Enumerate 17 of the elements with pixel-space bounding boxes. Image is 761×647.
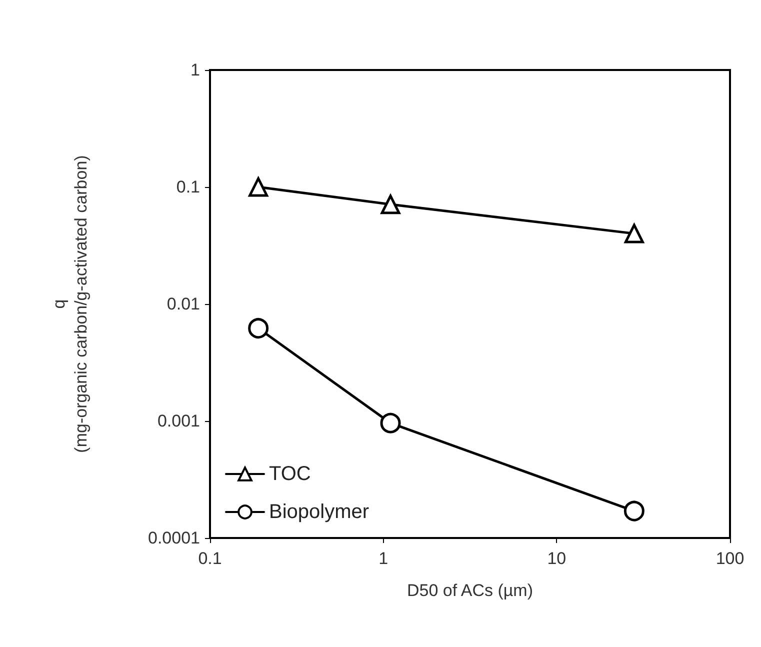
y-tick-label: 0.001	[157, 412, 200, 430]
x-tick-label: 0.1	[198, 549, 222, 568]
point	[248, 318, 269, 339]
y-axis-title: q (mg-organic carbon/g-activated carbon)	[50, 155, 90, 453]
y-tick-label: 0.1	[176, 178, 200, 196]
x-tick-label: 100	[716, 549, 744, 568]
y-tick-label: 0.0001	[148, 528, 200, 548]
x-tick-label: 10	[547, 549, 566, 568]
point	[248, 177, 268, 197]
y-tick-label: 0.01	[166, 294, 200, 314]
legend-label: Biopolymer	[269, 501, 370, 523]
y-tick-label: 1	[190, 60, 200, 80]
point	[624, 224, 644, 244]
x-tick-label: 1	[378, 549, 388, 568]
legend-label: TOC	[269, 463, 311, 485]
point	[624, 500, 644, 522]
x-axis-title: D50 of ACs (µm)	[407, 581, 533, 600]
